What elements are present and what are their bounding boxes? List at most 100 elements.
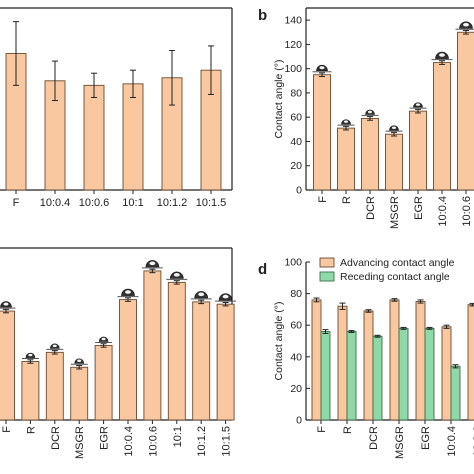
x-tick-label: MSGR [74, 426, 86, 459]
y-tick-label: 140 [284, 15, 302, 27]
bar [467, 304, 474, 421]
bar [337, 305, 348, 421]
droplet-highlight [222, 294, 229, 299]
droplet-highlight [367, 110, 373, 114]
x-tick-label: 10:0.6 [461, 196, 473, 227]
y-axis-label: Contact angle (°) [273, 302, 285, 381]
x-tick-label: 10:1 [172, 426, 184, 447]
x-tick-label: F [316, 426, 328, 433]
bar [216, 303, 235, 421]
bar [450, 365, 461, 421]
bar [441, 326, 452, 421]
x-tick-label: F [317, 196, 329, 203]
droplet-highlight [3, 302, 9, 306]
bar [167, 281, 186, 421]
x-tick-label: 10:0.4 [446, 426, 458, 457]
bar [337, 127, 355, 191]
x-tick-label: 10:1 [122, 197, 143, 209]
x-tick-label: MSGR [394, 426, 406, 459]
y-tick-label: 40 [290, 136, 302, 148]
x-tick-label: 10:1.2 [196, 426, 208, 457]
bar [385, 133, 403, 191]
bar [389, 299, 400, 421]
x-tick-label: DCR [365, 196, 377, 220]
bar [433, 62, 451, 191]
bar [424, 327, 435, 421]
bar [346, 331, 357, 421]
bar [409, 110, 427, 191]
bar [143, 270, 162, 421]
droplet-highlight [101, 337, 106, 341]
x-tick-label: DCR [50, 426, 62, 450]
droplet-highlight [77, 359, 82, 363]
x-tick-label: 10:0.4 [437, 196, 449, 227]
y-tick-label: 60 [290, 320, 302, 332]
bar [311, 299, 322, 421]
y-tick-label: 0 [296, 185, 302, 197]
x-tick-label: 10:0.4 [123, 426, 135, 457]
bar [398, 327, 409, 421]
droplet-highlight [149, 261, 156, 266]
panel-c: F R DCR MSGR EGR 10:0.4 10:0.6 10:1 10:1.2 10:1.5 [0, 247, 237, 459]
bar [70, 366, 89, 421]
droplet-highlight [52, 344, 57, 348]
y-tick-label: 80 [290, 288, 302, 300]
x-tick-label: F [13, 197, 20, 209]
bar [83, 84, 105, 191]
droplet-highlight [28, 353, 33, 357]
panel-b: 0 20 40 60 80 100 120 140 Contact angle (°) b F R DC… [258, 7, 474, 229]
panel-label: d [258, 261, 267, 278]
x-tick-label: 10:1.2 [157, 197, 188, 209]
y-tick-label: 40 [290, 351, 302, 363]
y-tick-label: 100 [284, 257, 302, 269]
x-tick-label: R [25, 426, 37, 434]
legend-swatch [319, 257, 335, 268]
bar [94, 345, 113, 421]
x-tick-label: MSGR [389, 196, 401, 229]
bar [361, 117, 379, 191]
x-tick-label: 10:1.5 [196, 197, 227, 209]
y-tick-label: 0 [296, 415, 302, 427]
bar [363, 310, 374, 421]
y-tick-label: 120 [284, 39, 302, 51]
bar [320, 331, 331, 421]
x-tick-label: 10:0.6 [472, 426, 474, 457]
x-tick-label: EGR [99, 426, 111, 450]
x-tick-label: F [1, 426, 13, 433]
bar [45, 351, 64, 421]
x-tick-label: EGR [413, 196, 425, 220]
droplet-highlight [125, 290, 131, 294]
x-tick-label: DCR [368, 426, 380, 450]
droplet-highlight [391, 126, 397, 129]
x-tick-label: 10:0.4 [40, 197, 71, 209]
bar [122, 83, 144, 191]
y-tick-label: 100 [284, 63, 302, 75]
bar [21, 361, 40, 421]
legend-entry: Advancing contact angle [340, 257, 455, 269]
bar [119, 299, 137, 421]
bar [192, 301, 211, 421]
y-tick-label: 80 [290, 87, 302, 99]
bar [372, 335, 383, 421]
droplet-highlight [415, 103, 421, 106]
droplet-highlight [463, 22, 469, 27]
x-tick-label: R [342, 426, 354, 434]
x-tick-label: EGR [420, 426, 432, 450]
droplet-highlight [343, 120, 349, 123]
droplet-highlight [319, 66, 325, 70]
x-tick-label: R [341, 196, 353, 204]
droplet-highlight [173, 273, 180, 277]
x-tick-label: 10:1.5 [221, 426, 233, 457]
droplet-highlight [198, 292, 205, 297]
x-tick-label: 10:0.6 [79, 197, 110, 209]
panel-d: 0 20 40 60 80 100 Contact angle (°) d F R DCR MSGR E… [258, 257, 474, 459]
legend-swatch [319, 271, 335, 282]
x-tick-label: 10:0.6 [147, 426, 159, 457]
panel-label: b [258, 7, 267, 24]
y-axis-label: Contact angle (°) [273, 60, 285, 139]
bar [313, 74, 331, 191]
bar [0, 310, 15, 421]
bar [415, 301, 426, 421]
y-tick-label: 60 [290, 112, 302, 124]
